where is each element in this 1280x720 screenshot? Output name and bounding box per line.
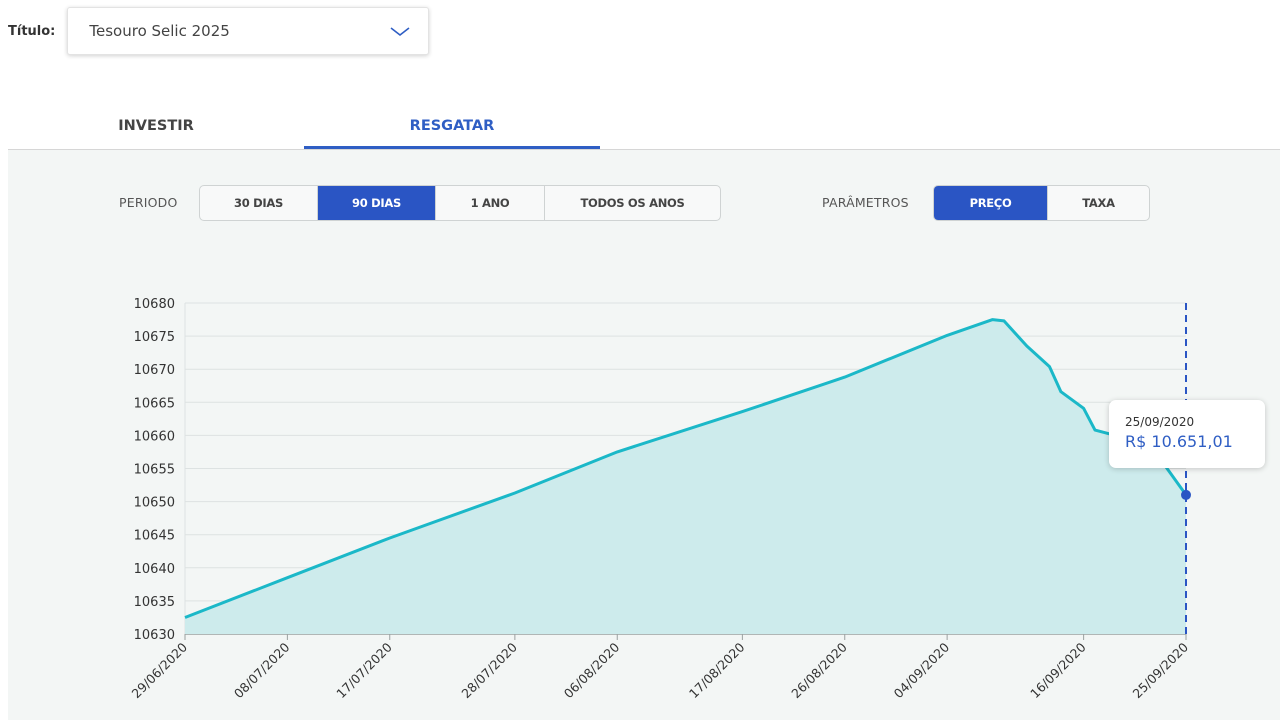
y-tick-label: 10680 (134, 297, 175, 312)
periodo-label: PERIODO (119, 195, 178, 210)
y-tick-label: 10655 (134, 463, 175, 478)
titulo-label: Título: (8, 23, 56, 39)
y-tick-label: 10645 (134, 529, 175, 544)
periodo-90-dias-button[interactable]: 90 DIAS (318, 186, 436, 220)
x-tick-label: 28/07/2020 (458, 639, 520, 701)
title-selector-row: Título: Tesouro Selic 2025 (8, 6, 430, 56)
y-tick-label: 10675 (134, 330, 175, 345)
highlight-point (1181, 489, 1191, 500)
tooltip-value: R$ 10.651,01 (1125, 432, 1233, 451)
y-tick-label: 10670 (134, 363, 175, 378)
tooltip-date: 25/09/2020 (1125, 415, 1195, 429)
periodo-todos-os-anos-button[interactable]: TODOS OS ANOS (580, 196, 685, 210)
price-area (185, 319, 1186, 634)
periodo-segmented-control: 30 DIAS 90 DIAS 1 ANO TODOS OS ANOS (199, 185, 721, 221)
parametro-taxa-button[interactable]: TAXA (1082, 196, 1115, 210)
periodo-1-ano-button[interactable]: 1 ANO (436, 186, 545, 220)
x-tick-label: 26/08/2020 (788, 639, 850, 701)
y-tick-label: 10660 (134, 429, 175, 444)
y-tick-label: 10650 (134, 496, 175, 511)
tab-investir[interactable]: INVESTIR (118, 118, 194, 134)
parametros-segmented-control: PREÇO TAXA (933, 185, 1150, 221)
title-select[interactable]: Tesouro Selic 2025 (67, 7, 430, 55)
x-tick-label: 17/08/2020 (686, 639, 748, 701)
x-tick-label: 29/06/2020 (129, 639, 191, 701)
x-tick-label: 25/09/2020 (1130, 639, 1192, 701)
x-tick-label: 06/08/2020 (561, 639, 623, 701)
x-tick-label: 17/07/2020 (333, 639, 395, 701)
tab-bar: INVESTIR RESGATAR (8, 100, 1280, 150)
x-axis-ticks: 29/06/2020 08/07/2020 17/07/2020 28/07/2020… (129, 634, 1192, 701)
y-tick-label: 10630 (134, 628, 175, 643)
y-axis-ticks: 10630 10635 10640 10645 10650 10655 10660 10665… (134, 297, 175, 643)
y-tick-label: 10635 (134, 595, 175, 610)
parametro-preco-button[interactable]: PREÇO (934, 186, 1048, 220)
value-tooltip: 25/09/2020 R$ 10.651,01 (1109, 400, 1265, 468)
x-tick-label: 08/07/2020 (231, 639, 293, 701)
y-tick-label: 10665 (134, 396, 175, 411)
chevron-down-icon (390, 23, 410, 42)
periodo-30-dias-button[interactable]: 30 DIAS (200, 186, 318, 220)
y-tick-label: 10640 (134, 562, 175, 577)
parametros-label: PARÂMETROS (822, 195, 909, 210)
x-tick-label: 04/09/2020 (891, 639, 953, 701)
selected-title: Tesouro Selic 2025 (89, 22, 230, 40)
tab-resgatar[interactable]: RESGATAR (304, 100, 600, 149)
x-tick-label: 16/09/2020 (1027, 639, 1089, 701)
